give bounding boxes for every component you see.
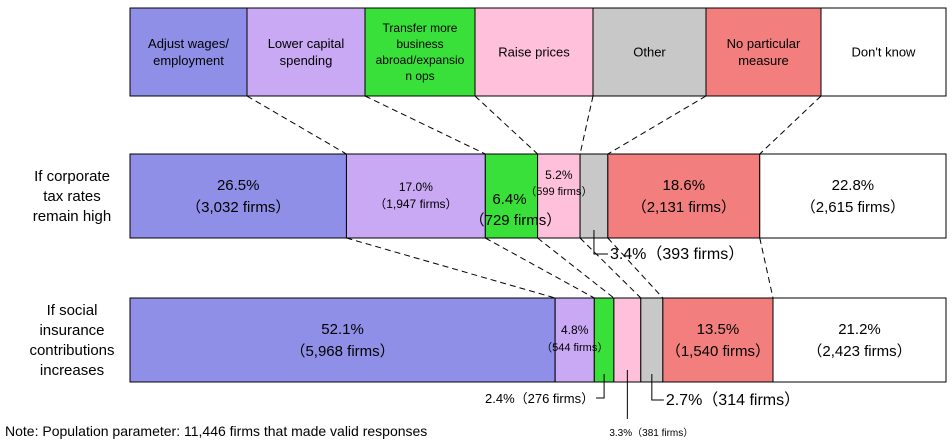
- legend-box-adjust-wages-employment: [129, 7, 248, 97]
- bar-corporate-tax: 26.5% （3,032 firms） 18.6% （2,131 firms） 22.8…: [129, 153, 947, 239]
- legend-connectors: [246, 95, 822, 299]
- bar-segment-transfer-more-business-abroad-expansion-ops: [484, 153, 539, 239]
- data-label-pct-raise-prices: 5.2%: [545, 168, 573, 182]
- bar-segment-no-particular-measure: [607, 153, 761, 239]
- legend-label-transfer-more-business-abroad-expansion-ops-0: Transfer more: [383, 21, 458, 35]
- bar-segment-transfer-more-business-abroad-expansion-ops: [593, 297, 615, 383]
- connector-legend-4: [579, 95, 594, 155]
- row-label-line-0: If social: [47, 302, 98, 319]
- connector-bars-3: [537, 237, 615, 299]
- legend-label-adjust-wages-employment-0: Adjust wages/: [148, 36, 229, 51]
- row-label-line-0: If corporate: [34, 168, 110, 185]
- row-label-corporate-tax: If corporate tax rates remain high: [33, 168, 111, 225]
- row-label-line-2: remain high: [33, 208, 111, 225]
- legend-box-don-t-know: [820, 7, 947, 97]
- callout-line-other-social: [651, 374, 664, 401]
- legend-label-transfer-more-business-abroad-expansion-ops-1: business: [396, 37, 443, 51]
- connector-legend-5: [607, 95, 707, 155]
- row-label-line-3: increases: [40, 362, 104, 379]
- legend-label-lower-capital-spending-1: spending: [280, 53, 333, 68]
- data-label-pct-transfer: 6.4%: [492, 191, 526, 208]
- bar-segment-lower-capital-spending: [554, 297, 595, 383]
- bar-social-insurance: 52.1% （5,968 firms） 13.5% （1,540 firms） 21.2…: [129, 297, 947, 383]
- bar-segment-other: [640, 297, 664, 383]
- data-label-pct-no-particular-measure: 13.5%: [697, 321, 740, 338]
- connector-legend-2: [364, 95, 486, 155]
- chart-note: Note: Population parameter: 11,446 firms…: [5, 423, 427, 439]
- data-label-firms-lower-capital-spending: （544 firms）: [541, 341, 608, 354]
- legend-box-no-particular-measure: [705, 7, 822, 97]
- data-label-firms-raise-prices: （599 firms）: [525, 185, 592, 198]
- data-label-pct-no-particular-measure: 18.6%: [663, 177, 706, 194]
- legend-label-other-0: Other: [633, 45, 666, 60]
- callout-other-social: 2.7%（314 firms）: [666, 391, 800, 409]
- legend-label-lower-capital-spending-0: Lower capital: [268, 36, 345, 51]
- data-label-firms-adjust-wages-employment: （3,032 firms）: [186, 199, 290, 216]
- legend: Adjust wages/employment Lower capital spen…: [129, 7, 947, 97]
- bar-segment-raise-prices: [537, 153, 581, 239]
- connector-bars-4: [579, 237, 642, 299]
- legend-label-raise-prices-0: Raise prices: [498, 45, 570, 60]
- data-label-pct-lower-capital-spending: 17.0%: [399, 180, 433, 194]
- bar-segment-adjust-wages-employment: [129, 153, 347, 239]
- legend-label-don-t-know-0: Don't know: [852, 45, 917, 60]
- data-label-firms-transfer: （729 firms）: [470, 212, 562, 229]
- legend-label-no-particular-measure-0: No particular: [727, 36, 801, 51]
- data-label-firms-adjust-wages-employment: （5,968 firms）: [290, 343, 394, 360]
- legend-label-adjust-wages-employment-1: employment: [153, 53, 224, 68]
- legend-label-no-particular-measure-1: measure: [738, 53, 789, 68]
- legend-box-other: [592, 7, 707, 97]
- data-label-firms-don-t-know: （2,423 firms）: [807, 343, 911, 360]
- row-label-social-insurance: If social insurance contributions increases: [29, 302, 114, 379]
- row-label-line-1: tax rates: [43, 188, 101, 205]
- data-label-firms-lower-capital-spending: （1,947 firms）: [374, 197, 457, 211]
- row-label-line-2: contributions: [29, 342, 114, 359]
- data-label-pct-adjust-wages-employment: 26.5%: [217, 177, 260, 194]
- bar-segment-raise-prices: [613, 297, 642, 383]
- bar-segment-don-t-know: [772, 297, 947, 383]
- bar-segment-adjust-wages-employment: [129, 297, 556, 383]
- connector-bars-6: [759, 237, 774, 299]
- data-label-firms-no-particular-measure: （1,540 firms）: [666, 343, 770, 360]
- bar-segment-don-t-know: [759, 153, 947, 239]
- legend-box-raise-prices: [474, 7, 594, 97]
- callout-other-corporate: 3.4%（393 firms）: [610, 245, 744, 263]
- connector-legend-6: [759, 95, 822, 155]
- callout-transfer-social: 2.4%（276 firms）: [485, 391, 594, 406]
- data-label-pct-lower-capital-spending: 4.8%: [561, 323, 589, 337]
- connector-bars-2: [485, 237, 595, 299]
- data-label-firms-no-particular-measure: （2,131 firms）: [632, 199, 736, 216]
- bar-segment-lower-capital-spending: [345, 153, 486, 239]
- data-label-firms-don-t-know: （2,615 firms）: [801, 199, 905, 216]
- legend-box-transfer-more-business-abroad-expansion-ops: [364, 7, 476, 97]
- legend-box-lower-capital-spending: [246, 7, 366, 97]
- legend-label-transfer-more-business-abroad-expansion-ops-2: abroad/expansio: [376, 53, 465, 67]
- callout-line-transfer-social: [596, 374, 605, 399]
- data-label-pct-adjust-wages-employment: 52.1%: [321, 321, 364, 338]
- callout-raise-prices-social: 3.3%（381 firms）: [609, 427, 693, 439]
- bar-segment-no-particular-measure: [662, 297, 774, 383]
- row-label-line-1: insurance: [39, 322, 104, 339]
- data-label-pct-don-t-know: 21.2%: [838, 321, 881, 338]
- legend-label-transfer-more-business-abroad-expansion-ops-3: n ops: [405, 69, 434, 83]
- connector-bars-5: [607, 237, 664, 299]
- callout-line-other-corporate: [593, 230, 608, 255]
- data-label-pct-don-t-know: 22.8%: [832, 177, 875, 194]
- connector-legend-1: [246, 95, 347, 155]
- connector-bars-1: [346, 237, 556, 299]
- callouts: 3.4%（393 firms） 2.4%（276 firms） 3.3%（381…: [485, 230, 800, 439]
- connector-legend-3: [474, 95, 538, 155]
